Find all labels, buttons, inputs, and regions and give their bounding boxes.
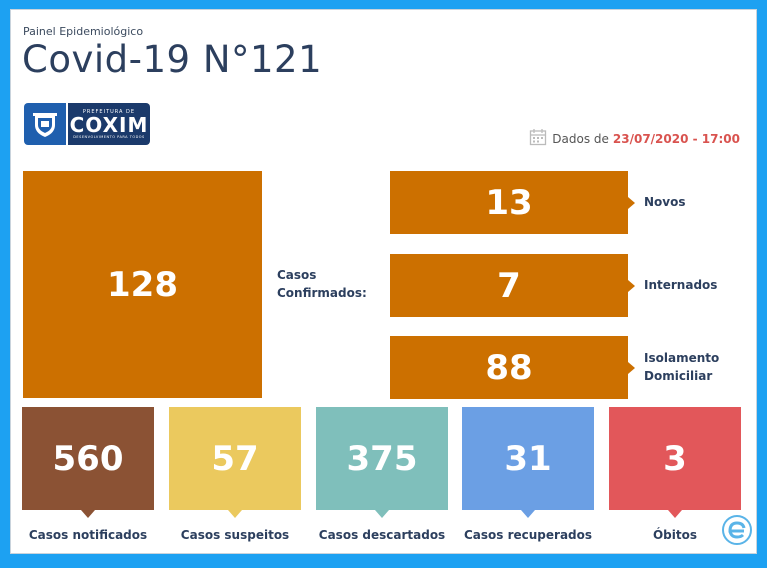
brand-e-icon [722, 515, 752, 549]
dashboard-panel: Painel Epidemiológico Covid-19 N°121 PRE… [10, 9, 757, 554]
logo-top-text: PREFEITURA DE [82, 109, 136, 115]
confirmed-cases-box: 128 [23, 171, 262, 398]
notified-cases-value: 560 [52, 438, 124, 479]
new-cases-value: 13 [485, 182, 533, 223]
suspected-cases-label: Casos suspeitos [180, 528, 290, 542]
new-cases-box: 13 [390, 171, 635, 234]
home-isolation-box: 88 [390, 336, 635, 399]
crest-icon [24, 103, 66, 145]
hospitalized-box: 7 [390, 254, 635, 317]
suspected-cases-box: 57 [169, 407, 301, 518]
home-isolation-label-line2: Domiciliar [644, 369, 713, 383]
data-date: Dados de 23/07/2020 - 17:00 [529, 128, 740, 149]
confirmed-cases-label: Casos Confirmados: [277, 266, 367, 302]
discarded-cases-label: Casos descartados [318, 528, 446, 542]
discarded-cases-value: 375 [346, 438, 418, 479]
date-prefix: Dados de [552, 131, 609, 146]
logo-name: COXIM [69, 113, 149, 137]
recovered-cases-label: Casos recuperados [463, 528, 593, 542]
hospitalized-label-text: Internados [644, 278, 718, 292]
notified-cases-box: 560 [22, 407, 154, 518]
panel-title: Covid-19 N°121 [22, 38, 323, 81]
date-value: 23/07/2020 - 17:00 [612, 131, 740, 146]
suspected-cases-value: 57 [211, 438, 259, 479]
hospitalized-label: Internados [644, 276, 717, 294]
hospitalized-value: 7 [497, 265, 521, 306]
new-cases-label-text: Novos [644, 195, 686, 209]
panel-subtitle: Painel Epidemiológico [23, 25, 144, 38]
confirmed-label-line1: Casos [277, 268, 317, 282]
logo-tagline: DESENVOLVIMENTO PARA TODOS [73, 135, 145, 139]
deaths-label: Óbitos [652, 528, 698, 542]
home-isolation-value: 88 [485, 347, 533, 388]
home-isolation-label: Isolamento Domiciliar [644, 349, 719, 385]
confirmed-label-line2: Confirmados: [277, 286, 367, 300]
discarded-cases-box: 375 [316, 407, 448, 518]
deaths-value: 3 [663, 438, 687, 479]
confirmed-cases-value: 128 [107, 264, 178, 305]
notified-cases-label: Casos notificados [28, 528, 148, 542]
calendar-icon [529, 128, 547, 149]
recovered-cases-value: 31 [504, 438, 552, 479]
new-cases-label: Novos [644, 193, 686, 211]
recovered-cases-box: 31 [462, 407, 594, 518]
deaths-box: 3 [609, 407, 741, 518]
logo-wordmark: PREFEITURA DE COXIM DESENVOLVIMENTO PARA… [68, 103, 150, 145]
city-logo: PREFEITURA DE COXIM DESENVOLVIMENTO PARA… [24, 103, 150, 145]
home-isolation-label-line1: Isolamento [644, 351, 720, 365]
